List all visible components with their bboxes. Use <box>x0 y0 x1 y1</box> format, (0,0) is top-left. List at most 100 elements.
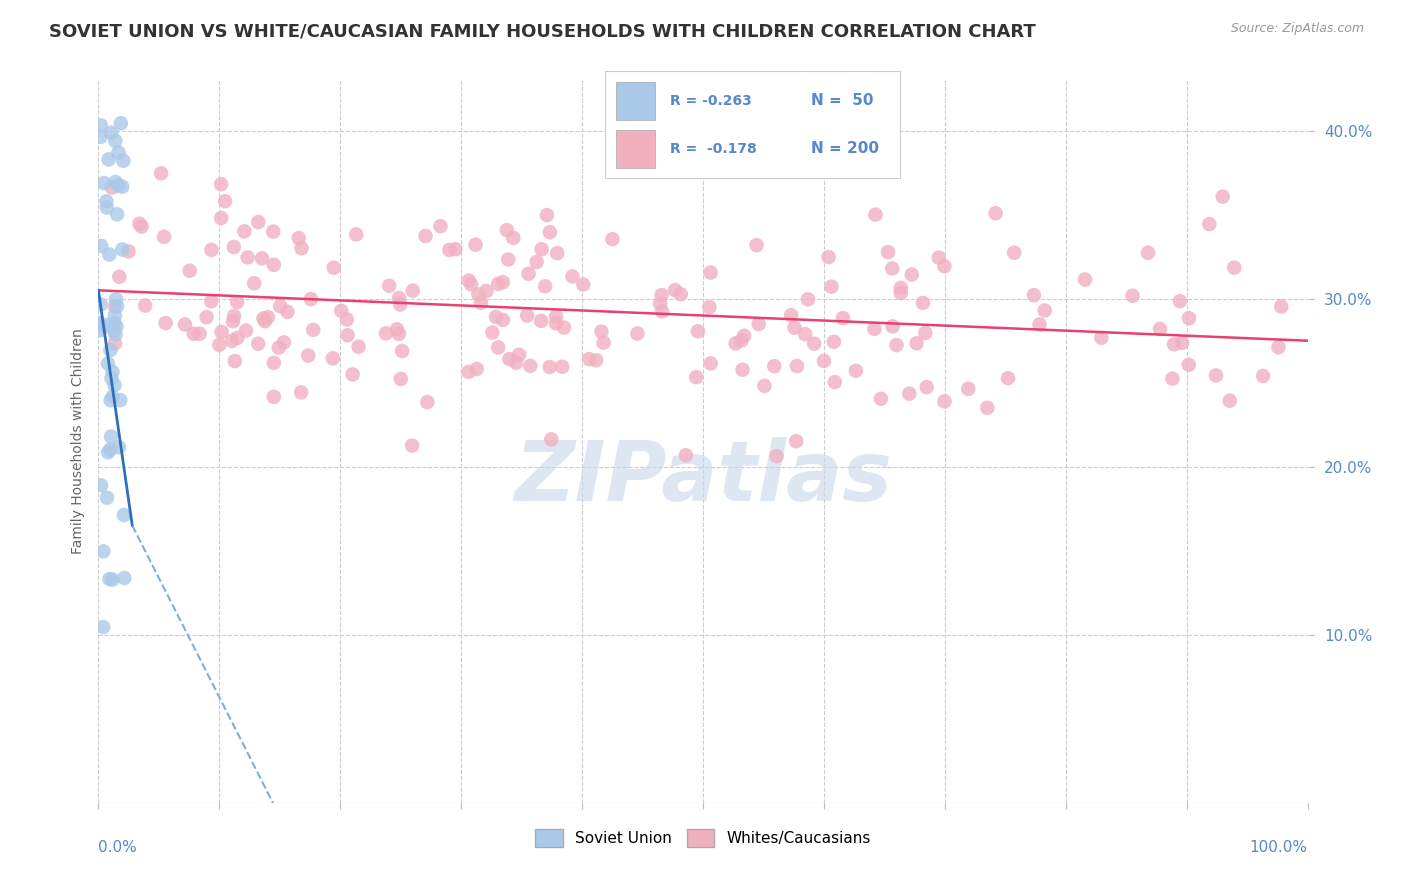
Point <box>108 440 131 454</box>
Point <box>498 252 520 267</box>
Point <box>273 335 295 350</box>
Point <box>101 365 124 379</box>
Point <box>97 153 120 167</box>
Point <box>664 283 686 297</box>
Point <box>745 238 768 252</box>
Point <box>832 311 855 326</box>
Point <box>1223 260 1246 275</box>
Point <box>823 334 845 349</box>
Point <box>111 243 134 257</box>
Y-axis label: Family Households with Children: Family Households with Children <box>70 328 84 555</box>
Point <box>890 281 912 295</box>
Point <box>457 365 479 379</box>
Point <box>107 145 129 160</box>
Point <box>934 394 956 409</box>
Point <box>824 375 846 389</box>
Point <box>553 320 575 334</box>
Point <box>475 284 498 298</box>
Point <box>1074 272 1097 286</box>
Point <box>486 340 509 354</box>
Point <box>626 326 648 341</box>
Point <box>984 206 1007 220</box>
Point <box>104 327 127 342</box>
Point <box>104 134 127 148</box>
Point <box>402 284 425 298</box>
Point <box>209 177 232 191</box>
Point <box>882 261 904 276</box>
Point <box>90 239 112 253</box>
Point <box>100 126 122 140</box>
Point <box>508 348 530 362</box>
Point <box>1163 337 1185 351</box>
Point <box>107 178 129 193</box>
Text: N = 200: N = 200 <box>811 142 879 156</box>
Point <box>505 356 527 370</box>
Point <box>269 299 291 313</box>
Point <box>686 324 709 338</box>
Point <box>957 382 980 396</box>
Point <box>1149 322 1171 336</box>
Point <box>276 305 298 319</box>
Point <box>915 380 938 394</box>
Point <box>96 194 118 209</box>
Point <box>112 153 135 168</box>
Point <box>1178 358 1201 372</box>
Point <box>905 336 928 351</box>
Point <box>108 269 131 284</box>
Point <box>1267 340 1289 354</box>
Point <box>763 359 786 374</box>
Point <box>221 334 243 348</box>
Point <box>934 259 956 273</box>
Point <box>134 299 156 313</box>
Point <box>91 620 114 634</box>
Point <box>247 336 270 351</box>
Point <box>98 572 121 586</box>
Point <box>578 352 600 367</box>
Point <box>252 311 274 326</box>
Point <box>1171 335 1194 350</box>
Point <box>385 322 408 336</box>
Point <box>89 323 111 337</box>
Point <box>97 357 120 371</box>
Point <box>101 573 124 587</box>
Point <box>797 293 820 307</box>
Point <box>890 286 912 301</box>
Point <box>100 343 122 357</box>
Point <box>1122 289 1144 303</box>
Point <box>90 478 112 492</box>
Point <box>786 359 808 373</box>
Point <box>342 368 364 382</box>
Point <box>1090 331 1112 345</box>
Point <box>1251 368 1274 383</box>
Point <box>1198 217 1220 231</box>
Point <box>997 371 1019 385</box>
Point <box>290 385 312 400</box>
Point <box>585 353 607 368</box>
Point <box>492 275 515 289</box>
Point <box>250 252 273 266</box>
Point <box>785 434 807 449</box>
Point <box>322 351 344 366</box>
Point <box>200 243 222 257</box>
Point <box>648 296 671 310</box>
Point <box>1205 368 1227 383</box>
Point <box>526 255 548 269</box>
Point <box>877 245 900 260</box>
Point <box>347 340 370 354</box>
Point <box>530 314 553 328</box>
Point <box>188 326 211 341</box>
Point <box>105 207 128 221</box>
Point <box>544 310 567 324</box>
Point <box>733 328 755 343</box>
Text: R = -0.263: R = -0.263 <box>669 94 751 108</box>
Point <box>730 334 752 348</box>
Point <box>253 314 276 328</box>
Point <box>530 242 553 256</box>
Point <box>470 295 492 310</box>
Text: SOVIET UNION VS WHITE/CAUCASIAN FAMILY HOUSEHOLDS WITH CHILDREN CORRELATION CHAR: SOVIET UNION VS WHITE/CAUCASIAN FAMILY H… <box>49 22 1036 40</box>
Point <box>467 287 489 301</box>
Point <box>485 310 508 324</box>
Point <box>378 278 401 293</box>
Point <box>865 208 887 222</box>
Point <box>498 352 520 367</box>
